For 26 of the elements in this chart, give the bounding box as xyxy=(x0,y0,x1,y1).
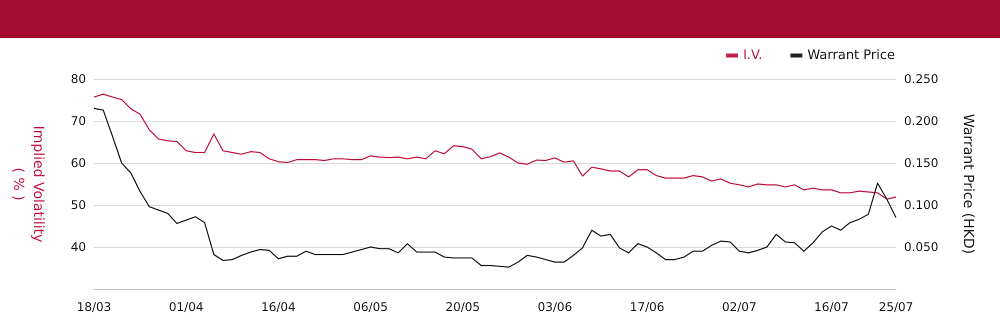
x-tick-label: 03/06 xyxy=(538,300,572,314)
x-tick-label: 02/07 xyxy=(722,300,757,314)
y-tick-label: 60 xyxy=(70,156,86,170)
x-tick-label: 17/06 xyxy=(630,300,664,314)
x-tick-label: 16/07 xyxy=(814,300,849,314)
legend-label: I.V. xyxy=(743,48,762,63)
x-tick-label: 16/04 xyxy=(261,300,296,314)
y2-axis-title: Warrant Price (HKD) xyxy=(960,114,976,254)
y2-tick-label: 0.050 xyxy=(904,240,938,254)
x-tick-label: 20/05 xyxy=(445,300,480,314)
y2-tick-label: 0.200 xyxy=(904,114,938,128)
y-tick-label: 80 xyxy=(70,72,86,86)
y2-tick-label: 0.250 xyxy=(904,72,938,86)
y2-tick-label: 0.100 xyxy=(904,198,938,212)
line-series xyxy=(93,94,897,200)
y-tick-label: 50 xyxy=(70,198,86,212)
y2-tick-label: 0.150 xyxy=(904,156,938,170)
y-tick-label: 70 xyxy=(70,114,86,128)
x-tick-label: 18/03 xyxy=(76,300,112,314)
x-tick-label: 06/05 xyxy=(353,300,388,314)
legend-label: Warrant Price xyxy=(807,48,896,63)
y-axis-title: Implied Volatility ( % ) xyxy=(10,126,46,242)
x-tick-label: 25/07 xyxy=(878,300,914,314)
y-tick-label: 40 xyxy=(70,240,86,254)
x-tick-label: 01/04 xyxy=(168,300,204,314)
line-series xyxy=(93,108,897,268)
